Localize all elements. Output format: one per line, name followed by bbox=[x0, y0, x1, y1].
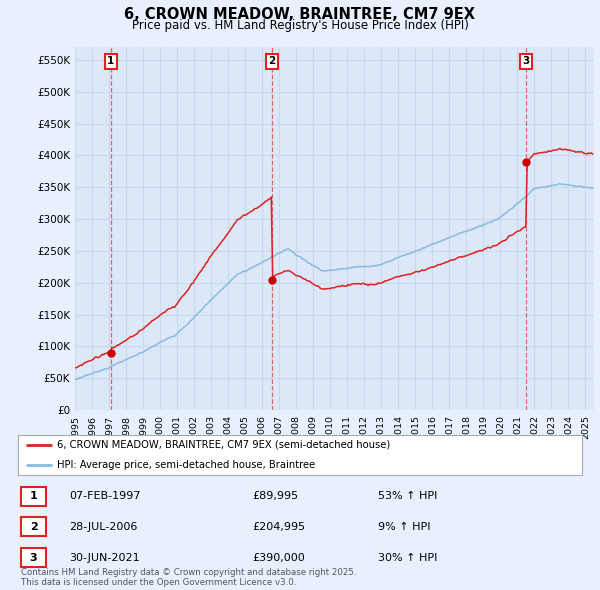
Text: 9% ↑ HPI: 9% ↑ HPI bbox=[378, 522, 431, 532]
Text: £390,000: £390,000 bbox=[252, 553, 305, 562]
Text: 1: 1 bbox=[107, 56, 115, 66]
Text: £89,995: £89,995 bbox=[252, 491, 298, 501]
Text: Contains HM Land Registry data © Crown copyright and database right 2025.
This d: Contains HM Land Registry data © Crown c… bbox=[21, 568, 356, 587]
Text: HPI: Average price, semi-detached house, Braintree: HPI: Average price, semi-detached house,… bbox=[58, 460, 316, 470]
Text: Price paid vs. HM Land Registry's House Price Index (HPI): Price paid vs. HM Land Registry's House … bbox=[131, 19, 469, 32]
Text: 53% ↑ HPI: 53% ↑ HPI bbox=[378, 491, 437, 501]
Text: 30-JUN-2021: 30-JUN-2021 bbox=[69, 553, 140, 562]
Text: 6, CROWN MEADOW, BRAINTREE, CM7 9EX: 6, CROWN MEADOW, BRAINTREE, CM7 9EX bbox=[125, 7, 476, 22]
Text: £204,995: £204,995 bbox=[252, 522, 305, 532]
Text: 2: 2 bbox=[30, 522, 37, 532]
Text: 3: 3 bbox=[30, 553, 37, 562]
Text: 2: 2 bbox=[268, 56, 275, 66]
Text: 1: 1 bbox=[30, 491, 37, 501]
Text: 28-JUL-2006: 28-JUL-2006 bbox=[69, 522, 137, 532]
Text: 07-FEB-1997: 07-FEB-1997 bbox=[69, 491, 140, 501]
Text: 30% ↑ HPI: 30% ↑ HPI bbox=[378, 553, 437, 562]
Text: 3: 3 bbox=[523, 56, 530, 66]
Text: 6, CROWN MEADOW, BRAINTREE, CM7 9EX (semi-detached house): 6, CROWN MEADOW, BRAINTREE, CM7 9EX (sem… bbox=[58, 440, 391, 450]
